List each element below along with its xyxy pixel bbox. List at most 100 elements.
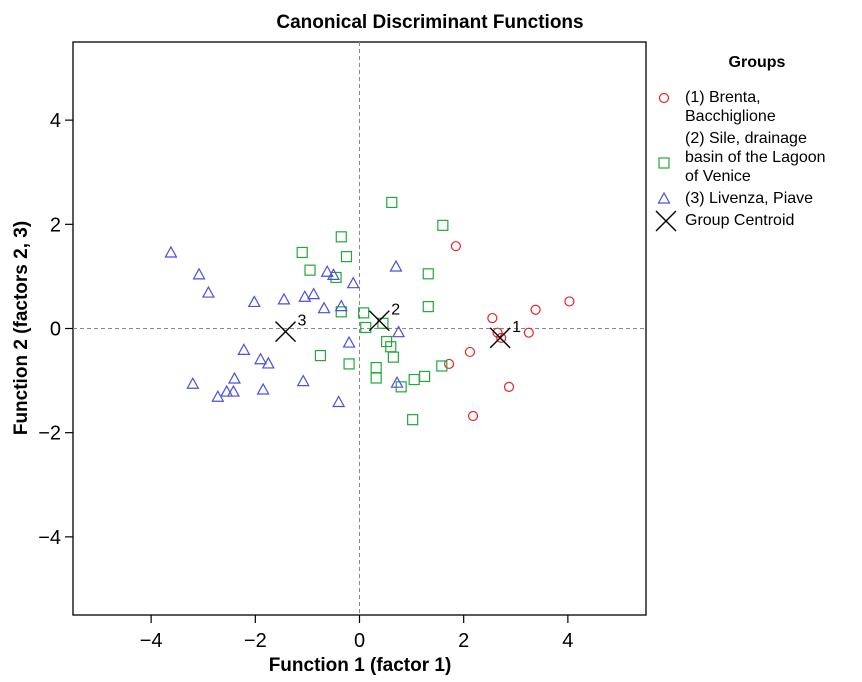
point-triangle: [320, 264, 334, 277]
point-square: [407, 414, 419, 426]
point-square: [360, 321, 372, 334]
centroid-marker: [275, 321, 297, 343]
point-triangle: [227, 371, 241, 384]
x-axis-label: Function 1 (factor 1): [269, 655, 452, 676]
legend-label: (3) Livenza, Piave: [685, 190, 813, 207]
y-tick-label: −2: [38, 423, 61, 445]
centroid-label: 2: [391, 302, 400, 319]
point-triangle: [392, 325, 406, 338]
point-triangle: [346, 276, 360, 289]
centroid-marker: [368, 310, 390, 332]
point-triangle: [334, 299, 348, 312]
point-circle: [487, 312, 498, 324]
point-square: [340, 251, 353, 263]
legend-label: Bacchiglione: [685, 108, 776, 125]
centroid-marks: 1 2 3: [275, 302, 521, 349]
axis-ticks: −4 −2 0 2 4 −4 −2 0 2 4: [38, 110, 573, 652]
point-triangle: [186, 376, 200, 389]
point-square: [387, 351, 399, 363]
legend-label: of Venice: [685, 168, 751, 185]
y-tick-label: −4: [38, 527, 61, 549]
point-circle: [492, 327, 503, 338]
point-triangle: [390, 375, 404, 388]
data-marks: [164, 196, 575, 426]
point-square: [314, 349, 327, 362]
point-triangle: [307, 287, 321, 300]
legend-label: basin of the Lagoon: [685, 149, 826, 166]
y-axis-label: Function 2 (factors 2, 3): [11, 221, 32, 435]
point-circle: [450, 241, 461, 252]
x-tick-label: 4: [562, 630, 573, 652]
point-triangle: [201, 285, 215, 298]
point-circle: [464, 346, 476, 358]
point-triangle: [261, 356, 275, 369]
centroid-marker-stroke-b: [275, 321, 297, 343]
point-square: [335, 306, 347, 318]
point-square: [386, 196, 398, 209]
point-triangle: [326, 268, 340, 280]
point-circle: [564, 296, 575, 307]
point-triangle: [237, 343, 251, 355]
point-circle: [496, 332, 507, 343]
x-tick-label: −2: [244, 630, 267, 652]
x-tick-label: 0: [354, 630, 365, 652]
centroid-marker: [489, 327, 511, 349]
point-square: [422, 301, 434, 313]
point-triangle: [342, 335, 356, 348]
y-tick-label: 4: [50, 110, 61, 132]
point-square: [437, 219, 449, 231]
y-tick-label: 2: [50, 214, 61, 236]
legend-marker-circle: [658, 92, 670, 104]
point-triangle: [317, 301, 331, 314]
point-triangle: [296, 374, 310, 387]
point-triangle: [220, 384, 234, 397]
centroid-label: 1: [512, 319, 521, 336]
point-triangle: [332, 395, 346, 408]
point-square: [358, 307, 370, 319]
point-triangle: [226, 384, 240, 397]
y-tick-label: 0: [50, 319, 61, 341]
point-square: [296, 246, 308, 259]
point-square: [377, 317, 389, 329]
point-triangle: [164, 245, 178, 258]
point-circle: [443, 358, 455, 370]
legend-marker-triangle: [657, 191, 671, 204]
point-square: [422, 268, 434, 280]
point-square: [436, 360, 448, 372]
point-square: [304, 264, 316, 276]
centroid-label: 3: [298, 313, 307, 330]
point-square: [370, 361, 382, 374]
point-circle: [530, 304, 541, 315]
x-tick-label: −4: [140, 630, 163, 652]
legend-label: (1) Brenta,: [685, 89, 761, 106]
legend-label: (2) Sile, drainage: [685, 130, 807, 147]
centroid-marker-stroke-b: [368, 310, 390, 332]
point-square: [335, 231, 347, 243]
point-square: [370, 372, 382, 384]
point-triangle: [211, 390, 225, 402]
point-triangle: [192, 267, 206, 280]
point-triangle: [254, 352, 268, 365]
point-triangle: [247, 295, 261, 308]
reference-lines: [73, 42, 646, 615]
point-triangle: [277, 292, 291, 305]
x-tick-label: 2: [458, 630, 469, 652]
point-square: [419, 370, 431, 383]
point-square: [330, 271, 342, 284]
point-triangle: [298, 290, 312, 302]
point-circle: [523, 327, 534, 338]
legend: Groups (1) Brenta, Bacchiglione (2) Sile, …: [655, 54, 826, 232]
centroid-marker-stroke-b: [489, 327, 511, 349]
legend-label: Group Centroid: [685, 212, 794, 229]
point-square: [343, 358, 355, 370]
legend-marker-square: [658, 157, 670, 169]
legend-marker-x: [655, 210, 677, 232]
legend-marker-x-stroke-b: [655, 210, 677, 232]
point-triangle: [256, 382, 270, 395]
chart-title: Canonical Discriminant Functions: [276, 12, 583, 33]
point-triangle: [389, 259, 403, 272]
point-circle: [467, 410, 479, 422]
legend-title: Groups: [729, 54, 786, 71]
point-square: [408, 373, 420, 386]
